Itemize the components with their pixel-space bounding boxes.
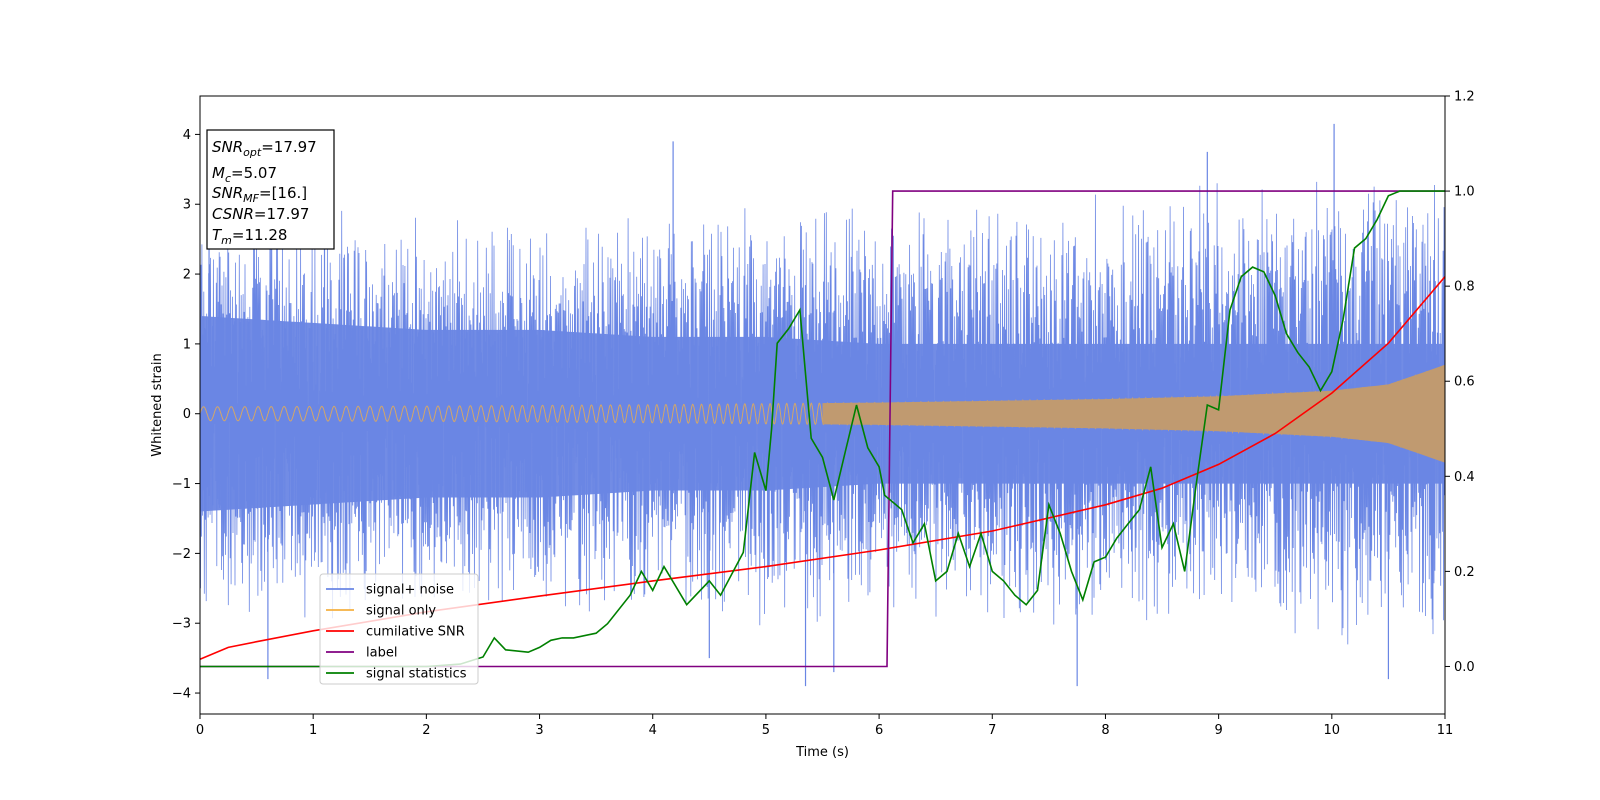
y2-tick-label: 1.0 [1454, 185, 1475, 200]
info-value: =5.07 [231, 164, 277, 182]
info-value: =[16.] [259, 184, 307, 202]
info-line: CSNR=17.97 [212, 205, 309, 223]
series-signal-statistics [200, 190, 1445, 668]
info-symbol: CSNR [212, 205, 254, 223]
info-symbol: M [212, 164, 225, 182]
x-axis: 0 1 2 3 4 5 6 7 8 9 10 11 [196, 714, 1453, 738]
plot-area [200, 123, 1445, 687]
x-tick-label: 10 [1324, 723, 1341, 738]
info-subscript: opt [243, 146, 262, 159]
legend-entry: label [366, 646, 397, 661]
chirp-envelope [822, 364, 1445, 463]
legend: signal+ noise signal only cumilative SNR la… [319, 573, 479, 685]
legend-entry: signal+ noise [366, 583, 454, 598]
y2-tick-label: 0.8 [1454, 280, 1475, 295]
info-symbol: SNR [212, 138, 243, 156]
info-line: SNRopt=17.97 [212, 138, 317, 159]
info-line: Mc=5.07 [212, 164, 277, 185]
x-tick-label: 4 [649, 723, 657, 738]
y-tick-label: 3 [183, 198, 191, 213]
y-tick-label: 4 [183, 128, 191, 143]
legend-entry: cumilative SNR [366, 625, 465, 640]
info-value: =17.97 [254, 205, 310, 223]
y-tick-label: 1 [183, 337, 191, 352]
info-value: =11.28 [232, 226, 288, 244]
y-tick-label: −3 [172, 617, 191, 632]
y-tick-label: −1 [172, 477, 191, 492]
x-tick-label: 6 [875, 723, 883, 738]
info-symbol: SNR [212, 184, 243, 202]
noise-trace [200, 181, 1445, 645]
info-subscript: c [225, 172, 231, 185]
info-line: Tm=11.28 [212, 226, 287, 247]
info-symbol: T [212, 226, 223, 244]
legend-frame [319, 573, 479, 685]
plot-frame [199, 95, 1446, 715]
x-tick-label: 11 [1437, 723, 1454, 738]
series-label [200, 190, 1445, 668]
legend-entry: signal statistics [366, 667, 467, 682]
info-box-frame [206, 129, 335, 250]
series-signal-only [200, 364, 1445, 463]
x-axis-label: Time (s) [795, 745, 849, 760]
info-box: SNRopt=17.97Mc=5.07SNRMF=[16.]CSNR=17.97… [206, 129, 335, 250]
x-tick-label: 7 [988, 723, 996, 738]
y-tick-label: −4 [172, 687, 191, 702]
legend-entry: signal only [366, 604, 436, 619]
y2-tick-label: 0.2 [1454, 565, 1475, 580]
y-tick-label: 2 [183, 268, 191, 283]
x-tick-label: 9 [1214, 723, 1222, 738]
x-tick-label: 0 [196, 723, 204, 738]
y-tick-label: −2 [172, 547, 191, 562]
y2-tick-label: 1.2 [1454, 90, 1475, 105]
y-tick-label: 0 [183, 407, 191, 422]
x-tick-label: 8 [1101, 723, 1109, 738]
x-tick-label: 2 [422, 723, 430, 738]
x-tick-label: 1 [309, 723, 317, 738]
series-cumulative-snr [200, 276, 1445, 661]
y-axis-label: Whitened strain [150, 353, 165, 456]
x-tick-label: 3 [535, 723, 543, 738]
x-tick-label: 5 [762, 723, 770, 738]
y2-tick-label: 0.4 [1454, 470, 1475, 485]
y2-tick-label: 0.0 [1454, 660, 1475, 675]
info-value: =17.97 [261, 138, 317, 156]
y2-tick-label: 0.6 [1454, 375, 1475, 390]
info-subscript: MF [243, 192, 259, 205]
info-line: SNRMF=[16.] [212, 184, 307, 205]
info-subscript: m [221, 234, 232, 247]
y-axis-left: −4 −3 −2 −1 0 1 2 3 4 [172, 128, 200, 702]
y-axis-right: 0.0 0.2 0.4 0.6 0.8 1.0 1.2 [1445, 90, 1475, 675]
